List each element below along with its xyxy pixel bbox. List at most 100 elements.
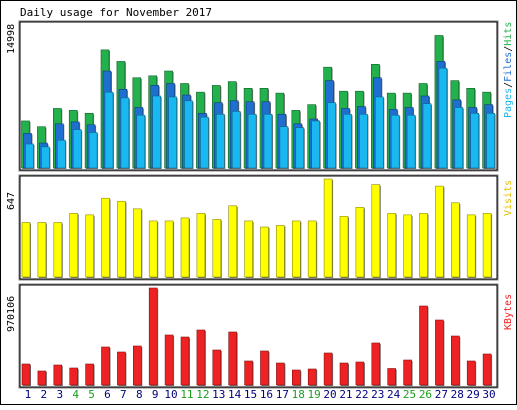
kbytes-bar-day-11 [180,336,190,386]
kbytes-panel-frame-outer [18,283,499,389]
kbytes-bar-day-23 [371,342,381,386]
day-label-28: 28 [451,388,464,401]
pages-bar-day-17 [279,126,289,169]
pages-bar-day-2 [41,146,50,169]
visits-panel [18,174,499,281]
kbytes-bar-day-2 [37,370,47,386]
visits-bar-day-20 [323,178,333,278]
pages-bar-day-9 [152,95,161,169]
day-label-11: 11 [180,388,193,401]
visits-bar-day-16 [260,226,269,278]
day-label-26: 26 [419,388,432,401]
kbytes-bar-day-20 [323,352,333,386]
visits-bar-day-29 [466,214,476,278]
visits-bar-day-21 [339,216,349,278]
kbytes-bar-day-3 [53,364,63,386]
pages-bar-day-12 [200,116,209,169]
kbytes-bar-day-25 [403,359,412,386]
visits-bar-day-23 [371,184,381,278]
visits-bar-day-22 [355,207,365,278]
day-label-24: 24 [387,388,401,401]
day-label-4: 4 [72,388,79,401]
kbytes-bar-day-14 [228,331,237,386]
day-label-9: 9 [152,388,159,401]
kbytes-bar-day-7 [117,351,126,386]
pages-bar-day-13 [216,113,225,169]
visits-bar-day-28 [450,202,460,278]
day-label-27: 27 [435,388,448,401]
day-label-8: 8 [136,388,143,401]
day-label-18: 18 [292,388,305,401]
legend-separator: / [503,82,514,88]
pages-bar-day-8 [136,114,146,169]
day-label-2: 2 [41,388,48,401]
kbytes-bar-day-21 [339,362,349,386]
visits-bar-day-27 [435,185,444,278]
pages-bar-day-23 [374,96,384,169]
pages-bar-day-4 [72,129,82,169]
legend-pages: Pages [503,88,514,118]
kbytes-bar-day-6 [101,346,110,386]
visits-bar-day-6 [101,197,110,278]
hits-panel-frame [19,21,498,171]
kbytes-bar-day-28 [450,335,460,386]
kbytes-bar-day-13 [212,349,222,386]
visits-bar-day-17 [276,225,285,278]
kbytes-panel-frame [19,284,498,388]
visits-bar-day-24 [387,213,397,278]
kbytes-bar-day-16 [260,350,269,386]
hits-panel [18,20,499,172]
kbytes-bar-day-8 [133,345,142,386]
legend-separator: / [503,46,514,52]
pages-bar-day-26 [422,103,432,169]
kbytes-bar-day-22 [355,361,365,386]
day-label-12: 12 [196,388,209,401]
pages-bar-day-10 [168,96,177,169]
kbytes-bar-day-9 [148,287,158,386]
visits-bar-day-8 [133,208,142,278]
pages-bar-day-6 [104,91,114,169]
kbytes-bar-day-27 [435,319,444,386]
pages-bar-day-1 [25,143,34,169]
visits-bar-day-30 [482,213,492,278]
visits-axis-max-label: 647 [6,192,17,210]
visits-bar-day-10 [164,220,174,278]
day-label-16: 16 [260,388,273,401]
hits-axis-max-label: 14998 [6,24,17,54]
day-label-25: 25 [403,388,416,401]
visits-panel-frame-outer [18,174,499,281]
pages-bar-day-14 [231,111,241,169]
visits-bar-day-19 [307,220,317,278]
kbytes-bar-day-10 [164,334,174,386]
kbytes-bar-day-1 [21,363,31,386]
kbytes-bar-day-4 [69,367,78,386]
pages-bar-day-16 [263,113,273,169]
kbytes-bar-day-30 [482,353,492,386]
visits-panel-frame [19,175,498,280]
day-label-1: 1 [25,388,32,401]
visits-bar-day-26 [419,213,428,278]
visits-bar-day-15 [244,220,253,278]
day-label-30: 30 [482,388,495,401]
day-label-10: 10 [164,388,177,401]
pages-bar-day-30 [486,112,495,169]
day-label-17: 17 [276,388,289,401]
pages-bar-day-25 [406,114,416,169]
pages-bar-day-11 [184,100,193,169]
kbytes-bar-day-26 [419,305,428,386]
visits-bar-day-4 [69,213,78,278]
pages-bar-day-5 [88,132,98,169]
pages-bar-day-20 [327,102,336,169]
kbytes-axis-max-label: 970106 [6,296,17,332]
kbytes-bar-day-17 [276,362,285,386]
pages-bar-day-29 [470,112,480,169]
day-label-21: 21 [339,388,352,401]
kbytes-bar-day-5 [85,363,94,386]
kbytes-panel [18,283,499,389]
visits-bar-day-18 [291,220,301,278]
day-label-3: 3 [56,388,63,401]
day-label-19: 19 [308,388,321,401]
day-axis-labels: 1 2 3 4 5 6 7 8 9 10 11 12 13 14 15 16 17 18 19 20 21 22 23 24 2… [25,388,496,401]
